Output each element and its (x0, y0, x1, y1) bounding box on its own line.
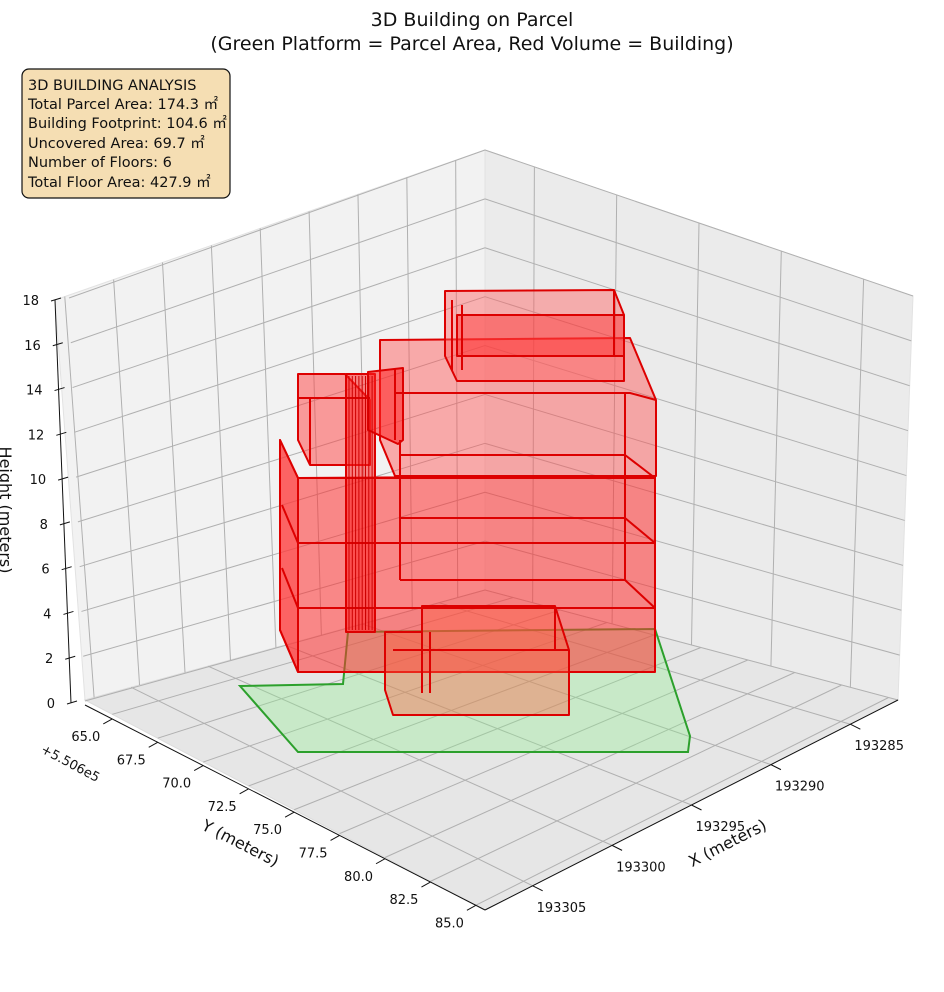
y-tick-mark (466, 904, 477, 911)
x-gridline-wall (849, 279, 865, 688)
chart-title: 3D Building on Parcel (371, 9, 574, 31)
z-gridline-left (72, 247, 486, 389)
stair-shaft-lines (348, 376, 373, 630)
z-tick-label: 10 (30, 473, 47, 488)
z-axis-line (54, 299, 72, 704)
info-line-parcel-area: Total Parcel Area: 174.3 ㎡ (27, 96, 219, 113)
z-tick-mark (61, 566, 72, 571)
z-tick-mark (59, 521, 71, 526)
y-tick-mark (421, 881, 431, 888)
y-tick-label: 77.5 (299, 846, 328, 861)
z-tick-label: 18 (22, 294, 39, 309)
x-tick-label: 193305 (537, 901, 587, 916)
y-tick-label: 67.5 (117, 753, 146, 768)
floor-line-2 (281, 504, 655, 544)
y-offset-label: +5.506e5 (38, 742, 102, 785)
x-tick-mark (532, 885, 543, 892)
x-tick-mark (850, 723, 861, 730)
y-axis-line (84, 704, 486, 911)
y-tick-mark (239, 788, 249, 795)
y-tick-label: 65.0 (71, 730, 100, 745)
y-tick-mark (193, 765, 204, 772)
info-line-uncovered: Uncovered Area: 69.7 ㎡ (28, 135, 205, 152)
z-tick-label: 6 (41, 563, 49, 578)
y-tick-mark (284, 811, 295, 818)
x-gridline-floor (130, 686, 533, 887)
z-tick-mark (65, 655, 76, 660)
y-tick-mark (148, 741, 158, 748)
z-tick-mark (57, 476, 69, 481)
info-line-footprint: Building Footprint: 104.6 ㎡ (28, 115, 227, 132)
z-tick-mark (56, 431, 67, 436)
z-tick-mark (66, 700, 78, 705)
x-gridline-wall (770, 251, 782, 667)
z-gridline-left (68, 149, 486, 299)
z-gridline-left (75, 345, 486, 478)
y-tick-mark (103, 718, 113, 725)
y-gridline-wall (210, 245, 231, 661)
z-axis-label: Height (meters) (0, 447, 15, 574)
y-tick-label: 80.0 (344, 870, 373, 885)
y-tick-mark (375, 858, 386, 865)
x-tick-label: 193290 (775, 780, 825, 795)
x-tick-mark (611, 844, 623, 851)
z-gridline-left (70, 198, 486, 344)
z-tick-mark (54, 387, 65, 392)
x-gridline-wall (691, 222, 700, 646)
info-line-floors: Number of Floors: 6 (28, 155, 172, 171)
x-tick-mark (770, 764, 782, 771)
z-tick-mark (63, 610, 74, 615)
y-gridline-wall (162, 262, 186, 673)
z-gridline-left (74, 296, 486, 433)
z-tick-label: 16 (24, 339, 41, 354)
y-tick-mark (330, 835, 340, 841)
y-tick-label: 85.0 (435, 916, 464, 931)
building-upper-block (379, 337, 657, 477)
y-gridline-wall (64, 296, 95, 698)
z-tick-mark (52, 342, 63, 347)
x-tick-mark (691, 804, 702, 811)
z-tick-mark (50, 297, 62, 302)
y-gridline-wall (259, 228, 277, 648)
info-box: 3D BUILDING ANALYSIS Total Parcel Area: … (21, 68, 231, 199)
z-tick-label: 8 (40, 518, 48, 533)
building-volume (279, 289, 657, 716)
y-tick-label: 70.0 (162, 777, 191, 792)
x-tick-label: 193295 (696, 820, 746, 835)
z-tick-label: 4 (43, 607, 51, 622)
y-gridline-wall (113, 279, 141, 686)
building-main-side (279, 439, 299, 673)
y-tick-label: 72.5 (208, 800, 237, 815)
floor-line-7 (395, 392, 657, 401)
building-stair-shaft (345, 373, 376, 633)
z-tick-label: 14 (26, 384, 43, 399)
chart-subtitle: (Green Platform = Parcel Area, Red Volum… (210, 33, 733, 55)
building-small-tower (367, 367, 404, 445)
info-box-background (21, 68, 231, 199)
z-tick-label: 0 (47, 697, 55, 712)
x-tick-label: 193300 (616, 860, 666, 875)
info-box-title: 3D BUILDING ANALYSIS (28, 78, 196, 94)
x-gridline-floor (207, 665, 613, 846)
y-tick-label: 75.0 (253, 823, 282, 838)
building-roof-face (456, 314, 625, 357)
info-line-floor-area: Total Floor Area: 427.9 ㎡ (27, 174, 211, 191)
x-tick-label: 193285 (854, 739, 904, 754)
y-tick-label: 82.5 (390, 893, 419, 908)
floor-line-1 (281, 567, 655, 609)
z-tick-label: 12 (28, 428, 45, 443)
z-tick-label: 2 (45, 652, 53, 667)
